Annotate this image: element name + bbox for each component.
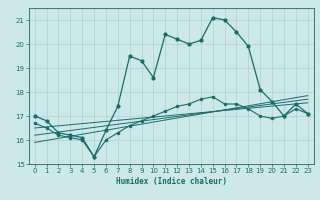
X-axis label: Humidex (Indice chaleur): Humidex (Indice chaleur) bbox=[116, 177, 227, 186]
